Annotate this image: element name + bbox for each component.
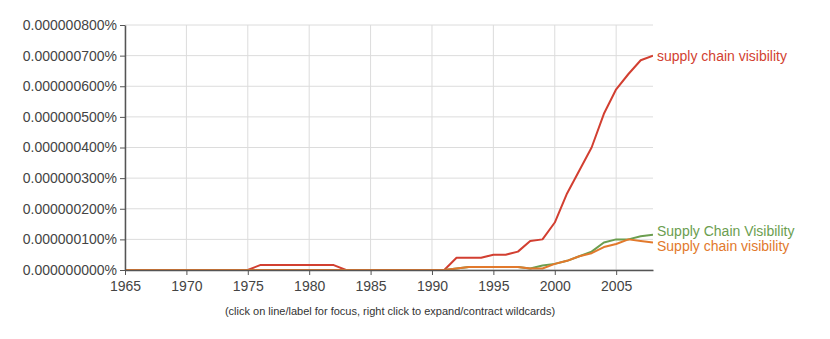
series-line[interactable] — [125, 235, 653, 270]
series-label[interactable]: supply chain visibility — [657, 48, 787, 64]
grid-line-y — [125, 208, 653, 209]
tick: 0.000000500% — [23, 109, 125, 125]
tick: 0.000000700% — [23, 48, 125, 64]
tick-label: 2005 — [601, 278, 632, 294]
plot-area — [125, 56, 653, 270]
x-axis: 1965 1970 1975 1980 1985 1990 1995 2000 2005 — [110, 270, 654, 294]
tick-mark — [186, 270, 187, 275]
tick-mark — [120, 86, 125, 87]
tick-mark — [432, 270, 433, 275]
tick-label: 0.000000400% — [23, 139, 117, 155]
grid-line-y — [125, 239, 653, 240]
tick: 0.000000300% — [23, 170, 125, 186]
tick-label: 1975 — [233, 278, 264, 294]
tick-label: 1970 — [171, 278, 202, 294]
annotation: (click on line/label for focus, right cl… — [225, 305, 555, 317]
grid-line-y — [125, 116, 653, 117]
grid-line-y — [125, 178, 653, 179]
axis-line — [126, 270, 654, 272]
grid-line-y — [125, 25, 653, 26]
legend: supply chain visibility Supply Chain Visi… — [657, 48, 794, 254]
tick-label: 1965 — [110, 278, 141, 294]
tick-label: 0.000000800% — [23, 17, 117, 33]
tick-label: 0.000000200% — [23, 201, 117, 217]
series-line[interactable] — [125, 239, 653, 270]
tick-mark — [120, 178, 125, 179]
tick: 0.000000400% — [23, 139, 125, 155]
tick: 0.000000100% — [23, 231, 125, 247]
tick: 0.000000800% — [23, 17, 125, 33]
tick: 1990 — [417, 270, 448, 294]
tick-label: 1980 — [294, 278, 325, 294]
tick-mark — [309, 270, 310, 275]
tick-mark — [120, 25, 125, 26]
tick-mark — [120, 209, 125, 210]
tick: 1995 — [478, 270, 509, 294]
tick-label: 0.000000100% — [23, 231, 117, 247]
tick-label: 0.000000300% — [23, 170, 117, 186]
tick-mark — [125, 270, 126, 275]
tick-label: 0.000000600% — [23, 78, 117, 94]
tick: 0.000000600% — [23, 78, 125, 94]
tick-mark — [493, 270, 494, 275]
tick-mark — [120, 270, 125, 271]
series-label[interactable]: Supply Chain Visibility — [657, 223, 794, 239]
tick-label: 1985 — [356, 278, 387, 294]
tick: 2000 — [540, 270, 571, 294]
grid-line-y — [125, 55, 653, 56]
tick: 0.000000000% — [23, 262, 125, 278]
tick: 1985 — [356, 270, 387, 294]
tick: 1970 — [171, 270, 202, 294]
tick-mark — [120, 148, 125, 149]
tick-mark — [555, 270, 556, 275]
tick-label: 0.000000000% — [23, 262, 117, 278]
grid-line-y — [125, 147, 653, 148]
tick-mark — [120, 117, 125, 118]
tick: 1980 — [294, 270, 325, 294]
tick: 0.000000200% — [23, 201, 125, 217]
tick-label: 1995 — [478, 278, 509, 294]
tick: 1975 — [233, 270, 264, 294]
tick-mark — [120, 56, 125, 57]
tick-mark — [248, 270, 249, 275]
tick: 2005 — [601, 270, 632, 294]
tick-label: 1990 — [417, 278, 448, 294]
grid-line-y — [125, 86, 653, 87]
tick-mark — [616, 270, 617, 275]
series-line[interactable] — [125, 56, 653, 270]
series-label[interactable]: Supply chain visibility — [657, 238, 789, 254]
grid — [125, 25, 653, 270]
tick-mark — [371, 270, 372, 275]
tick-label: 2000 — [540, 278, 571, 294]
tick-label: 0.000000500% — [23, 109, 117, 125]
y-axis: 0.000000000% 0.000000100% 0.000000200% 0.00… — [23, 17, 126, 278]
chart: 1965 1970 1975 1980 1985 1990 1995 2000 2005 0.00… — [0, 0, 830, 339]
tick-label: 0.000000700% — [23, 48, 117, 64]
tick-mark — [120, 239, 125, 240]
